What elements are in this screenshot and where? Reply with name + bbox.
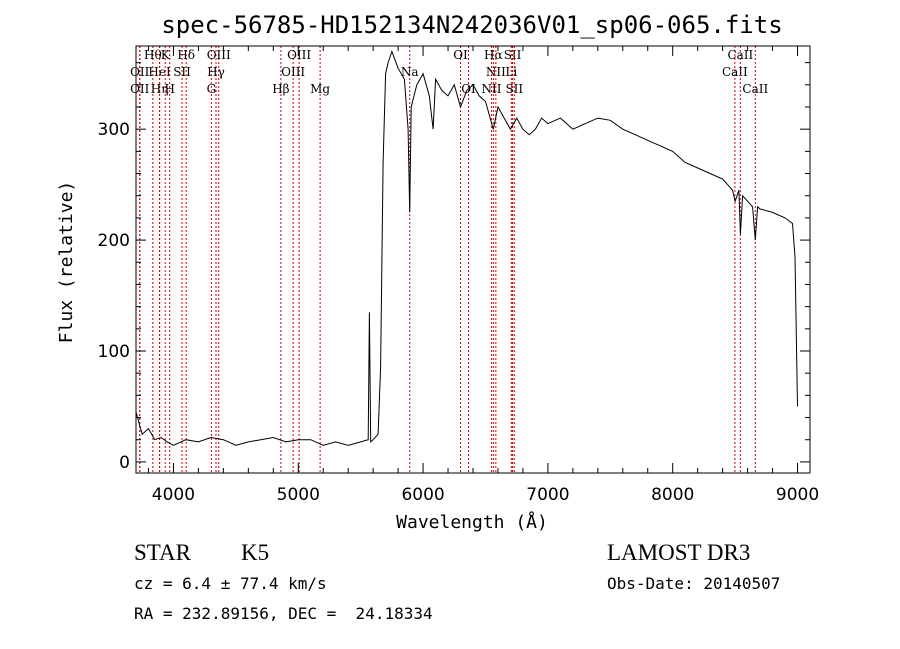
spectral-line-label: Hθ xyxy=(144,48,162,62)
plot-frame xyxy=(135,45,811,474)
observation-date: Obs-Date: 20140507 xyxy=(607,574,781,593)
spectral-line-label: CaII xyxy=(742,82,768,96)
spectral-line-label: OIII xyxy=(207,48,231,62)
x-tick-label: 9000 xyxy=(776,485,819,505)
spectral-line-label: Hβ xyxy=(272,82,289,96)
x-tick-label: 6000 xyxy=(401,485,444,505)
spectral-line-label: CaII xyxy=(722,65,748,79)
x-tick-label: 8000 xyxy=(651,485,694,505)
x-tick-label: 7000 xyxy=(526,485,569,505)
spectral-line-label: Na xyxy=(401,65,419,79)
spectral-line-label: CaII xyxy=(727,48,753,62)
spectral-line-label: NII xyxy=(486,65,506,79)
coordinates: RA = 232.89156, DEC = 24.18334 xyxy=(134,604,433,623)
spectral-line-label: K xyxy=(161,48,171,62)
spectral-line-label: SII xyxy=(504,48,522,62)
chart-title: spec-56785-HD152134N242036V01_sp06-065.f… xyxy=(161,11,782,39)
spectrum-series-line xyxy=(135,50,798,446)
y-tick-label: 300 xyxy=(98,120,130,140)
spectral-line-label: OI xyxy=(453,48,468,62)
spectral-line-label: OIII xyxy=(281,65,305,79)
y-tick-label: 100 xyxy=(98,342,130,362)
survey-name: LAMOST DR3 xyxy=(607,540,751,565)
redshift-cz: cz = 6.4 ± 77.4 km/s xyxy=(134,574,327,593)
spectral-line-label: G xyxy=(207,82,217,96)
spectral-line-label: Hα xyxy=(484,48,503,62)
x-tick-label: 5000 xyxy=(277,485,320,505)
spectral-line-label: OIII xyxy=(287,48,311,62)
spectral-line-markers: HθOIIOIIHeIHηKHSIIHδGHγOIIIHβOIIIOIIIMgN… xyxy=(130,46,768,473)
x-axis-label: Wavelength (Å) xyxy=(396,511,548,533)
y-axis-label: Flux (relative) xyxy=(56,181,77,344)
spectral-line-label: Hγ xyxy=(207,65,225,79)
spectral-line-label: OII xyxy=(130,82,150,96)
spectral-line-label: Hδ xyxy=(177,48,195,62)
spectral-line-label: Li xyxy=(505,65,517,79)
object-class: STAR xyxy=(134,540,191,565)
object-subclass: K5 xyxy=(241,540,270,565)
y-tick-label: 200 xyxy=(98,231,130,251)
y-tick-label: 0 xyxy=(119,453,130,473)
axis-ticks: 4000 5000 6000 7000 8000 9000 0 100 200 300 xyxy=(98,46,819,505)
spectral-line-label: NII xyxy=(481,82,501,96)
spectral-line-label: H xyxy=(164,82,174,96)
spectral-line-label: SII xyxy=(505,82,523,96)
spectral-line-label: Mg xyxy=(310,82,330,96)
x-tick-label: 4000 xyxy=(152,485,195,505)
spectral-line-label: SII xyxy=(173,65,191,79)
spectral-line-label: Hη xyxy=(151,82,169,96)
